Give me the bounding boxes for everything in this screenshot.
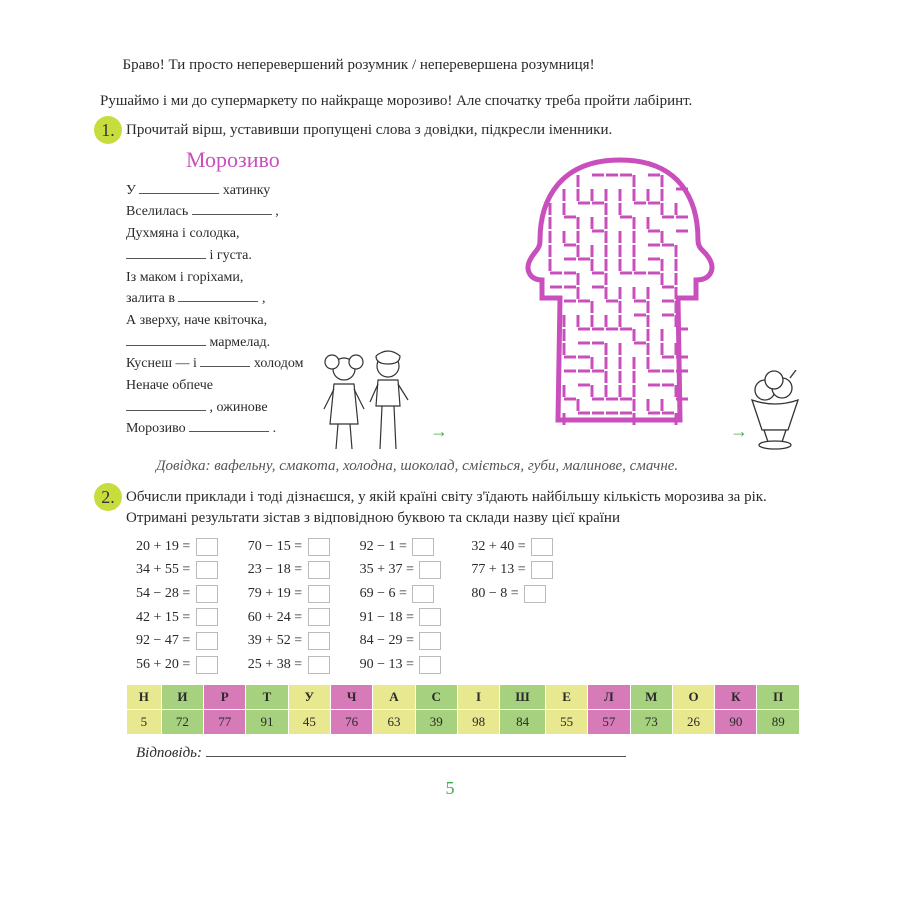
hint-text: вафельну, смакота, холодна, шоколад, смі… <box>210 458 678 474</box>
task2-text: Обчисли приклади і тоді дізнаєшся, у які… <box>126 487 800 529</box>
answer-box[interactable] <box>419 608 441 626</box>
task-2: 2. Обчисли приклади і тоді дізнаєшся, у … <box>100 487 800 765</box>
task-1: 1. Прочитай вірш, уставивши пропущені сл… <box>100 120 800 477</box>
answer-box[interactable] <box>308 656 330 674</box>
maze-zone: → → <box>366 180 800 450</box>
bullet-2: 2. <box>94 483 122 511</box>
answer-box[interactable] <box>308 585 330 603</box>
answer-box[interactable] <box>412 585 434 603</box>
bullet-1: 1. <box>94 116 122 144</box>
answer-box[interactable] <box>308 632 330 650</box>
answer-box[interactable] <box>419 656 441 674</box>
hint: Довідка: вафельну, смакота, холодна, шок… <box>126 456 800 477</box>
answer-box[interactable] <box>531 561 553 579</box>
hint-label: Довідка: <box>156 458 210 474</box>
kids-icon <box>316 344 426 454</box>
answer-box[interactable] <box>419 561 441 579</box>
poem: У хатинкуВселилась ,Духмяна і солодка, і… <box>126 180 346 450</box>
answer-box[interactable] <box>308 608 330 626</box>
answer-box[interactable] <box>524 585 546 603</box>
cipher-table: НИРТУЧАСІШЕЛМОКП572779145766339988455577… <box>126 684 800 735</box>
ice-cream-maze <box>500 150 740 450</box>
page-number: 5 <box>100 776 800 801</box>
answer-box[interactable] <box>419 632 441 650</box>
answer-line: Відповідь: <box>136 743 800 764</box>
answer-box[interactable] <box>196 561 218 579</box>
answer-box[interactable] <box>308 561 330 579</box>
ice-cream-cup-icon <box>740 370 810 450</box>
answer-box[interactable] <box>196 585 218 603</box>
answer-blank[interactable] <box>206 756 626 757</box>
answer-box[interactable] <box>308 538 330 556</box>
answer-box[interactable] <box>196 656 218 674</box>
math-grid: 20 + 19 = 34 + 55 = 54 − 28 = 42 + 15 = … <box>136 537 800 675</box>
intro-line1: Браво! Ти просто неперевершений розумник… <box>100 55 800 76</box>
answer-box[interactable] <box>196 632 218 650</box>
answer-box[interactable] <box>196 608 218 626</box>
answer-box[interactable] <box>531 538 553 556</box>
intro-line2: Рушаймо і ми до супермаркету по найкраще… <box>100 91 800 112</box>
answer-box[interactable] <box>412 538 434 556</box>
task1-text: Прочитай вірш, уставивши пропущені слова… <box>126 120 800 141</box>
answer-box[interactable] <box>196 538 218 556</box>
answer-label: Відповідь: <box>136 745 202 761</box>
arrow-in: → <box>430 419 448 444</box>
